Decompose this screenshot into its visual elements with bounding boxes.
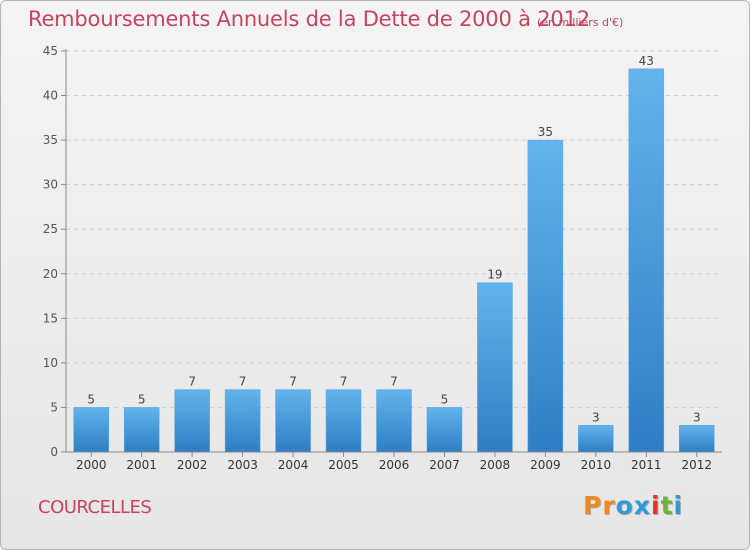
x-tick-label: 2006 xyxy=(379,458,410,472)
bar xyxy=(73,407,109,453)
x-tick-label: 2007 xyxy=(429,458,460,472)
y-axis: 0 5 10 15 20 25 30 35 40 45 xyxy=(43,44,67,459)
bar xyxy=(376,389,412,453)
bar-value-label: 7 xyxy=(239,375,247,389)
x-tick-label: 2011 xyxy=(631,458,662,472)
bar-value-label: 43 xyxy=(639,54,654,68)
bar-value-label: 19 xyxy=(487,268,502,282)
y-tick-label: 30 xyxy=(43,178,58,192)
x-tick-label: 2002 xyxy=(177,458,208,472)
bar-value-label: 7 xyxy=(340,375,348,389)
x-tick-label: 2003 xyxy=(227,458,258,472)
bar-series xyxy=(73,68,715,453)
y-tick-label: 0 xyxy=(50,445,58,459)
bar xyxy=(275,389,311,453)
x-tick-label: 2008 xyxy=(480,458,511,472)
bar-value-label: 3 xyxy=(693,410,701,424)
y-tick-label: 40 xyxy=(43,89,58,103)
bar-value-label: 5 xyxy=(138,392,146,406)
x-tick-label: 2010 xyxy=(581,458,612,472)
bar-value-label: 35 xyxy=(538,125,553,139)
logo-letter: x xyxy=(633,491,651,520)
x-tick-label: 2001 xyxy=(126,458,157,472)
bar xyxy=(628,68,665,453)
x-tick-label: 2009 xyxy=(530,458,561,472)
x-tick-label: 2012 xyxy=(681,458,712,472)
data-labels: 5 5 7 7 7 7 7 5 19 35 3 43 3 xyxy=(87,54,700,424)
y-tick-label: 25 xyxy=(43,222,58,236)
bar-value-label: 7 xyxy=(289,375,297,389)
logo-letter: i xyxy=(651,491,661,520)
bar xyxy=(325,389,362,453)
y-tick-label: 35 xyxy=(43,133,58,147)
logo-letter: r xyxy=(602,491,616,520)
bar xyxy=(174,389,210,453)
chart-subtitle: (en milliers d'€) xyxy=(537,16,624,29)
x-axis: 2000 2001 2002 2003 2004 2005 2006 2007 2008 2009… xyxy=(66,451,722,472)
logo-letter: t xyxy=(660,491,674,520)
chart-title: Remboursements Annuels de la Dette de 20… xyxy=(28,7,590,31)
bar-value-label: 3 xyxy=(592,410,600,424)
logo-letter: o xyxy=(615,491,634,520)
y-tick-label: 20 xyxy=(43,267,58,281)
x-tick-label: 2005 xyxy=(328,458,359,472)
proxiti-logo: Proxiti xyxy=(583,491,683,520)
bar xyxy=(578,425,614,453)
bar xyxy=(224,389,261,453)
y-tick-label: 15 xyxy=(43,311,58,325)
bar xyxy=(527,139,564,453)
y-tick-label: 10 xyxy=(43,356,58,370)
bar-value-label: 7 xyxy=(390,375,398,389)
logo-letter: i xyxy=(673,491,684,520)
bar xyxy=(426,407,463,453)
commune-name: COURCELLES xyxy=(38,497,152,518)
y-tick-label: 45 xyxy=(43,44,58,58)
bar xyxy=(477,282,513,453)
x-tick-label: 2004 xyxy=(278,458,309,472)
bar xyxy=(123,407,160,453)
bar-value-label: 5 xyxy=(87,392,95,406)
logo-letter: P xyxy=(583,491,603,520)
grid-lines xyxy=(66,50,722,408)
y-tick-label: 5 xyxy=(50,400,58,414)
x-tick-label: 2000 xyxy=(76,458,107,472)
bar xyxy=(679,425,715,453)
bar-value-label: 5 xyxy=(441,392,449,406)
bar-value-label: 7 xyxy=(188,375,196,389)
